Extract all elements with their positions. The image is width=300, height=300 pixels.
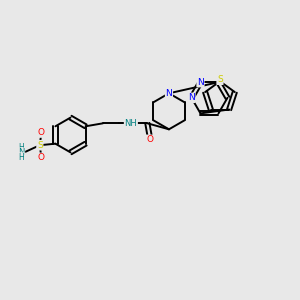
Text: H: H: [19, 143, 24, 152]
Text: N: N: [188, 93, 195, 102]
Text: O: O: [38, 128, 45, 137]
Text: H: H: [19, 153, 24, 162]
Text: N: N: [18, 148, 25, 157]
Text: N: N: [166, 89, 172, 98]
Text: S: S: [217, 75, 223, 84]
Text: NH: NH: [124, 119, 137, 128]
Text: O: O: [38, 153, 45, 162]
Text: O: O: [146, 135, 153, 144]
Text: S: S: [37, 141, 43, 150]
Text: N: N: [197, 78, 204, 87]
